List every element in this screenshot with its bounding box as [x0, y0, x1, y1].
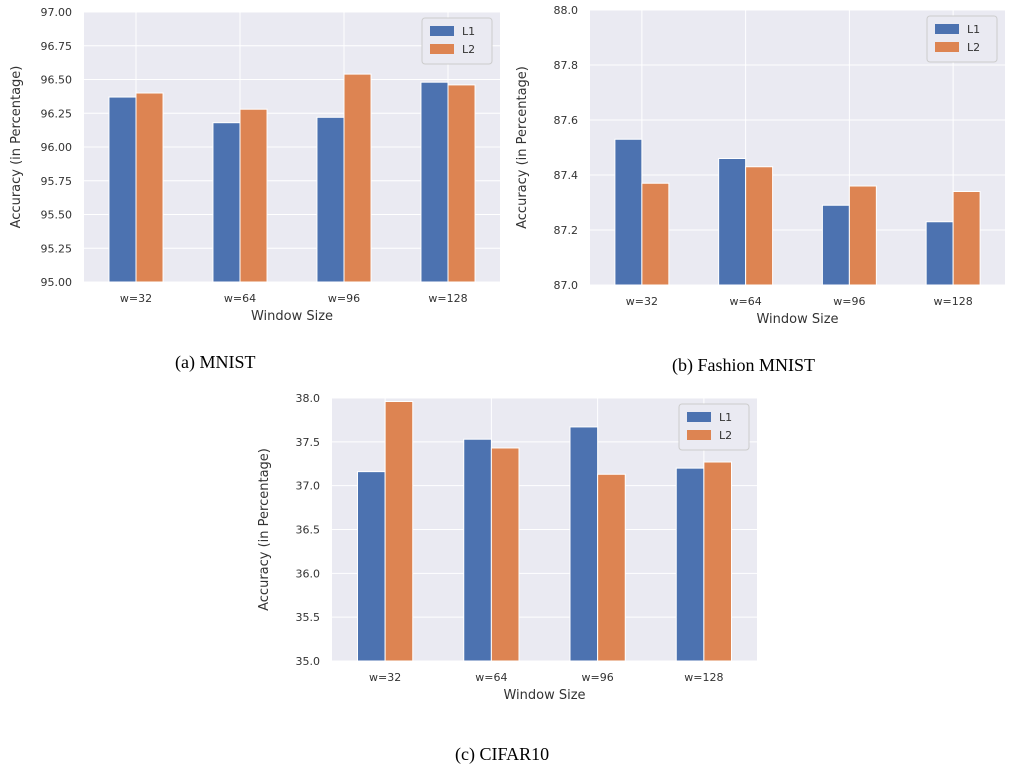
bar-l1-w=64 — [212, 122, 241, 283]
legend-label-l2: L2 — [967, 41, 980, 54]
x-tick-label: w=64 — [475, 671, 507, 684]
x-tick-label: w=96 — [582, 671, 614, 684]
legend-label-l2: L2 — [719, 429, 732, 442]
y-axis-label: Accuracy (in Percentage) — [257, 448, 272, 611]
bar-l1-w=96 — [569, 426, 599, 662]
legend-swatch-l2 — [430, 44, 454, 54]
legend — [678, 403, 750, 451]
legend-label-l1: L1 — [719, 411, 732, 424]
y-axis-label: Accuracy (in Percentage) — [9, 66, 24, 229]
legend — [926, 15, 998, 63]
x-tick-label: w=128 — [684, 671, 723, 684]
caption-cifar10: (c) CIFAR10 — [455, 744, 550, 764]
chart-cifar10: 35.0 35.5 36.0 36.5 37.0 37.5 38.0 w=32 w=64 w=96… — [257, 392, 757, 703]
bar-l2-w=128 — [952, 191, 981, 286]
y-tick-label: 96.25 — [41, 107, 73, 120]
bar-l1-w=96 — [821, 204, 850, 286]
bar-l2-w=64 — [490, 447, 520, 662]
bar-l2-w=32 — [135, 92, 164, 283]
y-tick-label: 88.0 — [554, 4, 579, 17]
bar-l2-w=32 — [384, 401, 414, 662]
x-tick-label: w=128 — [934, 295, 973, 308]
bar-l2-w=128 — [703, 461, 732, 662]
y-tick-label: 87.6 — [554, 114, 579, 127]
y-axis-label: Accuracy (in Percentage) — [515, 66, 530, 229]
x-tick-label: w=64 — [730, 295, 762, 308]
bar-l1-w=128 — [925, 221, 954, 286]
x-axis-label: Window Size — [756, 312, 838, 327]
y-tick-label: 87.0 — [554, 279, 579, 292]
bar-l1-w=96 — [316, 116, 345, 283]
chart-fashion-mnist: 87.0 87.2 87.4 87.6 87.8 88.0 w=32 w=64 w=96 w=12… — [515, 4, 1005, 327]
bar-l1-w=32 — [614, 138, 643, 286]
legend-swatch-l2 — [935, 42, 959, 52]
x-tick-label: w=64 — [224, 292, 256, 305]
legend-swatch-l2 — [687, 430, 711, 440]
y-tick-label: 37.5 — [296, 436, 321, 449]
legend — [421, 17, 493, 65]
legend-label-l1: L1 — [967, 23, 980, 36]
caption-fashion-mnist: (b) Fashion MNIST — [672, 355, 815, 375]
y-tick-label: 96.50 — [41, 74, 73, 87]
legend-swatch-l1 — [430, 26, 454, 36]
legend-label-l1: L1 — [462, 25, 475, 38]
bar-l1-w=32 — [357, 471, 386, 662]
bar-l1-w=64 — [718, 158, 747, 286]
bar-l2-w=96 — [597, 473, 626, 662]
bar-l1-w=128 — [420, 81, 449, 283]
y-tick-label: 87.8 — [554, 59, 579, 72]
y-tick-label: 37.0 — [296, 480, 321, 493]
y-tick-label: 97.00 — [41, 6, 73, 19]
y-tick-label: 35.5 — [296, 611, 321, 624]
y-tick-label: 35.0 — [296, 655, 321, 668]
legend-swatch-l1 — [935, 24, 959, 34]
bar-l1-w=32 — [108, 96, 137, 283]
y-tick-label: 95.50 — [41, 209, 73, 222]
chart-mnist: 95.00 95.25 95.50 95.75 96.00 96.25 96.50 96.75… — [9, 6, 500, 324]
x-axis-label: Window Size — [251, 309, 333, 324]
y-tick-label: 96.75 — [41, 40, 73, 53]
bar-l2-w=96 — [343, 73, 372, 283]
bar-l2-w=64 — [745, 166, 774, 286]
x-axis-label: Window Size — [503, 688, 585, 703]
y-tick-label: 87.2 — [554, 224, 579, 237]
x-tick-label: w=32 — [626, 295, 658, 308]
y-tick-label: 36.0 — [296, 567, 321, 580]
bar-l2-w=96 — [848, 185, 877, 286]
bar-l1-w=64 — [463, 438, 492, 662]
x-tick-label: w=96 — [328, 292, 360, 305]
y-tick-label: 95.75 — [41, 175, 73, 188]
x-tick-label: w=128 — [428, 292, 467, 305]
y-tick-label: 95.00 — [41, 276, 73, 289]
y-tick-label: 96.00 — [41, 141, 73, 154]
x-tick-label: w=96 — [833, 295, 865, 308]
caption-mnist: (a) MNIST — [175, 352, 256, 372]
y-tick-label: 36.5 — [296, 524, 321, 537]
legend-swatch-l1 — [687, 412, 711, 422]
y-tick-label: 95.25 — [41, 242, 73, 255]
y-tick-label: 87.4 — [554, 169, 579, 182]
bar-l1-w=128 — [675, 467, 705, 662]
bar-l2-w=32 — [641, 182, 670, 286]
bar-l2-w=128 — [447, 84, 476, 283]
x-tick-label: w=32 — [369, 671, 401, 684]
y-tick-label: 38.0 — [296, 392, 321, 405]
legend-label-l2: L2 — [462, 43, 475, 56]
x-tick-label: w=32 — [120, 292, 152, 305]
bar-l2-w=64 — [239, 108, 268, 283]
